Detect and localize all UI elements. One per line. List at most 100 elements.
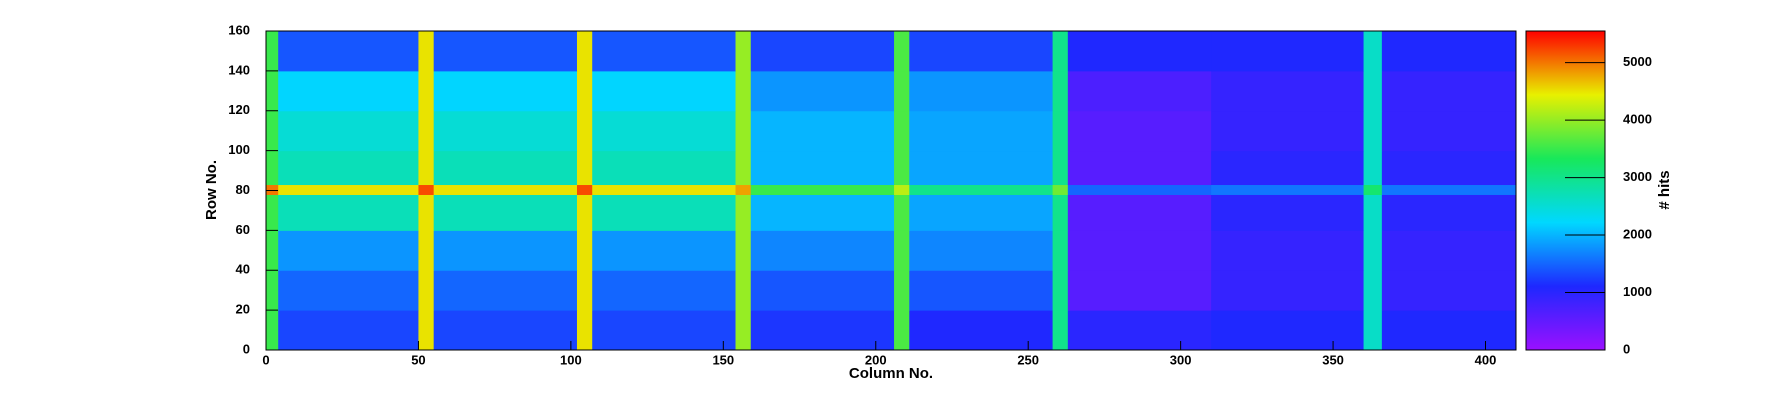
heatmap-cell bbox=[418, 194, 435, 231]
z-tick-label: 2000 bbox=[1623, 226, 1652, 241]
heatmap-cell bbox=[894, 31, 910, 72]
heatmap-cell bbox=[1067, 270, 1212, 311]
heatmap-cell bbox=[418, 184, 435, 195]
heatmap-cell bbox=[750, 150, 895, 186]
y-tick-label: 20 bbox=[236, 302, 250, 317]
y-tick-label: 120 bbox=[228, 102, 250, 117]
heatmap-cell bbox=[1363, 110, 1383, 152]
heatmap-cell bbox=[735, 110, 752, 152]
heatmap-cell bbox=[1363, 150, 1383, 186]
heatmap-cell bbox=[750, 110, 895, 152]
heatmap-cell bbox=[278, 230, 419, 271]
heatmap-cell bbox=[266, 150, 279, 186]
x-tick-label: 0 bbox=[262, 352, 269, 367]
heatmap-cell bbox=[1052, 194, 1069, 231]
heatmap-cell bbox=[909, 310, 1054, 351]
heatmap-cell bbox=[894, 270, 910, 311]
heatmap-cell bbox=[735, 230, 752, 271]
heatmap-cell bbox=[1211, 184, 1365, 195]
heatmap-cell bbox=[750, 70, 895, 112]
x-tick-label: 150 bbox=[712, 352, 734, 367]
heatmap-cell bbox=[1363, 184, 1383, 195]
heatmap-cell bbox=[433, 270, 578, 311]
heatmap-cell bbox=[1363, 230, 1383, 271]
heatmap-cell bbox=[278, 310, 419, 351]
heatmap-cell bbox=[266, 310, 279, 351]
heatmap-cell bbox=[576, 70, 593, 112]
heatmap-cell bbox=[592, 184, 737, 195]
heatmap-cell bbox=[1211, 270, 1365, 311]
heatmap-cell bbox=[278, 184, 419, 195]
heatmap-cell bbox=[735, 150, 752, 186]
y-tick-label: 140 bbox=[228, 62, 250, 77]
x-axis-title: Column No. bbox=[849, 365, 933, 382]
heatmap-cell bbox=[909, 31, 1054, 72]
heatmap-cell bbox=[576, 184, 593, 195]
heatmap-cell bbox=[1052, 110, 1069, 152]
heatmap-cell bbox=[266, 184, 279, 195]
heatmap-cell bbox=[433, 110, 578, 152]
heatmap-cell bbox=[750, 310, 895, 351]
heatmap-cell bbox=[1067, 150, 1212, 186]
y-tick-label: 80 bbox=[236, 182, 250, 197]
heatmap-cell bbox=[1067, 31, 1212, 72]
colorbar bbox=[1525, 30, 1606, 351]
heatmap-cell bbox=[1381, 310, 1517, 351]
heatmap-cell bbox=[1381, 150, 1517, 186]
x-tick-label: 100 bbox=[560, 352, 582, 367]
heatmap-cell bbox=[1052, 150, 1069, 186]
heatmap-cell bbox=[735, 270, 752, 311]
heatmap-cell bbox=[1211, 110, 1365, 152]
heatmap-cell bbox=[909, 150, 1054, 186]
x-tick-label: 350 bbox=[1322, 352, 1344, 367]
z-tick-label: 1000 bbox=[1623, 284, 1652, 299]
heatmap-cell bbox=[278, 31, 419, 72]
heatmap-cell bbox=[735, 31, 752, 72]
heatmap-cell bbox=[433, 31, 578, 72]
heatmap-cell bbox=[750, 31, 895, 72]
heatmap-cell bbox=[1381, 270, 1517, 311]
heatmap-cell bbox=[1211, 70, 1365, 112]
heatmap-cell bbox=[1211, 194, 1365, 231]
heatmap-cell bbox=[894, 230, 910, 271]
y-tick-label: 40 bbox=[236, 262, 250, 277]
heatmap-cell bbox=[1052, 230, 1069, 271]
heatmap-cell bbox=[894, 110, 910, 152]
heatmap-cell bbox=[576, 110, 593, 152]
x-tick-label: 50 bbox=[411, 352, 425, 367]
heatmap-cell bbox=[735, 184, 752, 195]
heatmap-cell bbox=[1381, 230, 1517, 271]
z-tick-label: 5000 bbox=[1623, 54, 1652, 69]
heatmap-cell bbox=[278, 110, 419, 152]
heatmap-cell bbox=[278, 70, 419, 112]
x-tick-label: 300 bbox=[1170, 352, 1192, 367]
heatmap-cell bbox=[592, 194, 737, 231]
heatmap-cell bbox=[592, 150, 737, 186]
heatmap-cell bbox=[750, 230, 895, 271]
heatmap-cell bbox=[1381, 184, 1517, 195]
heatmap-cell bbox=[1067, 194, 1212, 231]
heatmap-cell bbox=[909, 230, 1054, 271]
heatmap-cell bbox=[735, 70, 752, 112]
heatmap-cell bbox=[1211, 230, 1365, 271]
heatmap-cell bbox=[418, 31, 435, 72]
heatmap-cell bbox=[894, 150, 910, 186]
heatmap-cell bbox=[278, 150, 419, 186]
heatmap-cell bbox=[909, 70, 1054, 112]
heatmap-cell bbox=[433, 184, 578, 195]
heatmap-cell bbox=[909, 194, 1054, 231]
heatmap-cell bbox=[1363, 70, 1383, 112]
heatmap-cell bbox=[735, 310, 752, 351]
heatmap-cell bbox=[592, 270, 737, 311]
heatmap-cell bbox=[278, 194, 419, 231]
heatmap-cell bbox=[266, 270, 279, 311]
heatmap-cell bbox=[1067, 184, 1212, 195]
heatmap-cell bbox=[909, 184, 1054, 195]
y-tick-label: 0 bbox=[243, 341, 250, 356]
heatmap-cell bbox=[592, 310, 737, 351]
heatmap-cell bbox=[894, 310, 910, 351]
z-tick-label: 4000 bbox=[1623, 112, 1652, 127]
heatmap-cell bbox=[576, 150, 593, 186]
heatmap-cell bbox=[266, 31, 279, 72]
